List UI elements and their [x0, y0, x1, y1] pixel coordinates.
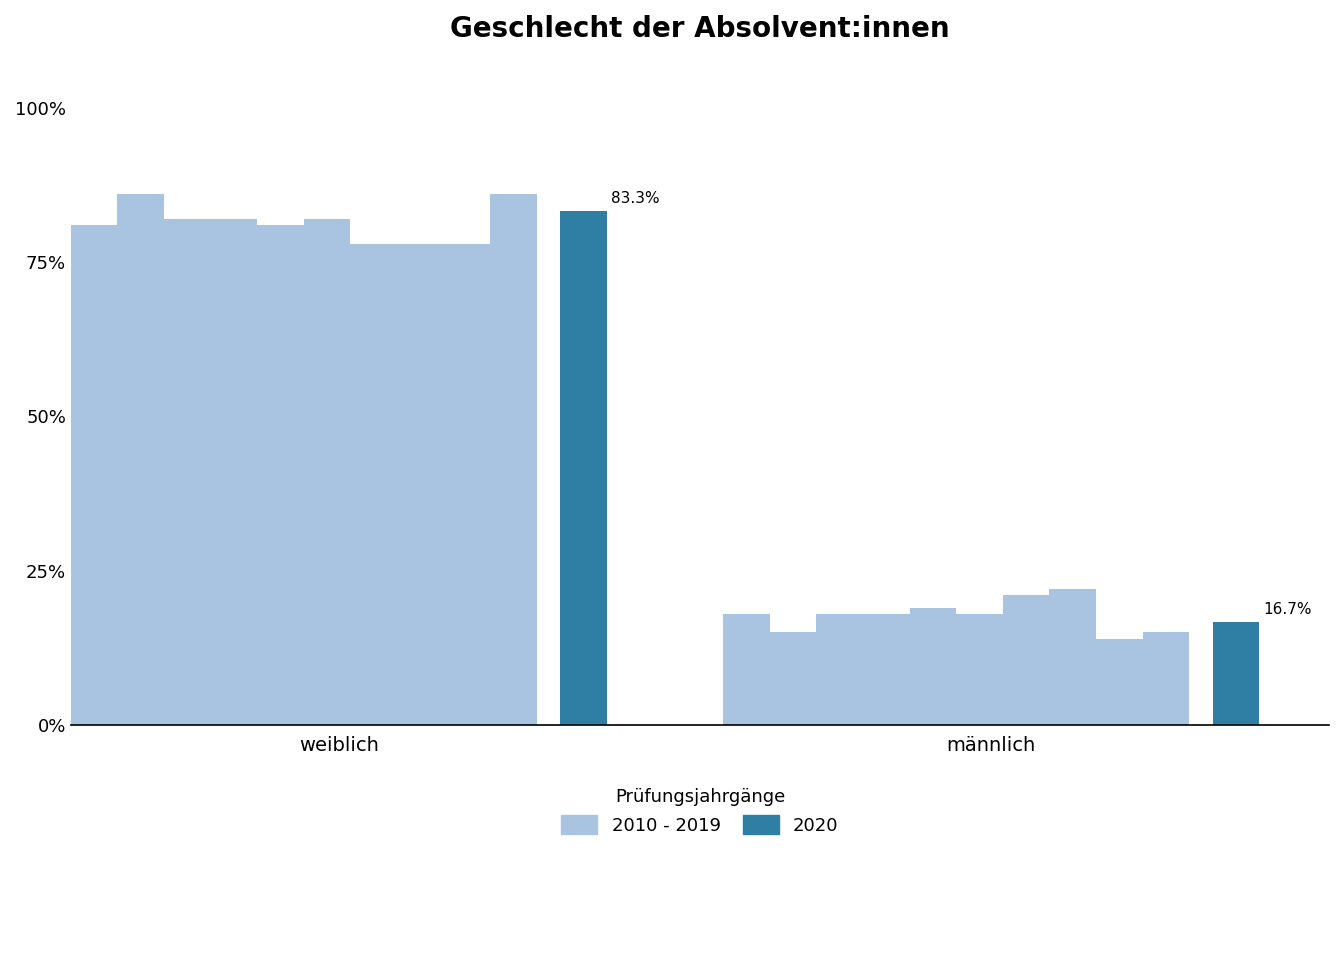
Title: Geschlecht der Absolvent:innen: Geschlecht der Absolvent:innen	[450, 15, 950, 43]
Bar	[863, 613, 910, 725]
Bar	[723, 613, 770, 725]
Bar	[491, 194, 536, 725]
Bar	[257, 226, 304, 725]
Text: 16.7%: 16.7%	[1263, 602, 1312, 617]
Bar	[956, 613, 1003, 725]
Bar	[117, 194, 164, 725]
Bar	[1003, 595, 1050, 725]
Bar	[1050, 589, 1095, 725]
Bar	[816, 613, 863, 725]
Bar	[910, 608, 956, 725]
Bar	[211, 219, 257, 725]
Bar	[1095, 638, 1142, 725]
Bar	[304, 219, 351, 725]
Bar	[560, 211, 606, 725]
Bar	[396, 244, 444, 725]
Bar	[770, 633, 816, 725]
Bar	[444, 244, 491, 725]
Text: 83.3%: 83.3%	[612, 191, 660, 206]
Legend: 2010 - 2019, 2020: 2010 - 2019, 2020	[562, 788, 839, 835]
Bar	[71, 226, 117, 725]
Bar	[1142, 633, 1189, 725]
Bar	[164, 219, 211, 725]
Bar	[351, 244, 396, 725]
Bar	[1212, 622, 1259, 725]
